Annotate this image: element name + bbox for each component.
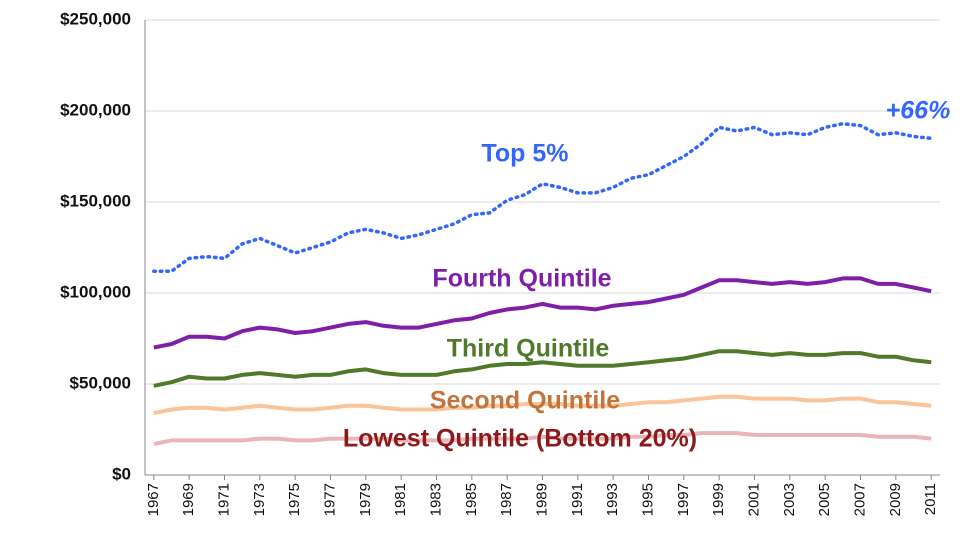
x-tick-label: 1991 [569,483,586,516]
series-line [153,431,932,447]
x-tick-label: 1993 [604,483,621,516]
x-tick-label: 1973 [251,483,268,516]
x-tick-label: 2003 [781,483,798,516]
x-tick-label: 1981 [392,483,409,516]
x-tick-label: 1987 [498,483,515,516]
x-tick-label: 1997 [675,483,692,516]
annotation: +66% [886,97,951,125]
x-tick-label: 2005 [816,483,833,516]
y-tick-label: $50,000 [70,373,131,392]
x-tick-label: 1985 [463,483,480,516]
y-tick-label: $250,000 [60,9,131,28]
series-label: Fourth Quintile [432,265,611,293]
x-tick-label: 1971 [215,483,232,516]
series-label: Second Quintile [430,387,620,415]
x-tick-label: 2009 [887,483,904,516]
x-tick-label: 1967 [145,483,162,516]
series-label: Lowest Quintile (Bottom 20%) [343,425,697,453]
series-line [153,349,932,388]
y-tick-label: $0 [112,464,131,483]
y-tick-label: $150,000 [60,191,131,210]
x-tick-label: 1969 [180,483,197,516]
series-line [153,276,932,350]
x-tick-label: 1975 [286,483,303,516]
x-tick-label: 2001 [745,483,762,516]
x-tick-label: 1995 [639,483,656,516]
x-tick-label: 1999 [710,483,727,516]
series-label: Top 5% [481,140,568,168]
series-label: Third Quintile [447,335,610,363]
x-tick-label: 1977 [321,483,338,516]
series-line [152,121,933,273]
y-tick-label: $100,000 [60,282,131,301]
x-tick-label: 2011 [922,483,939,515]
series-line [153,394,932,416]
x-tick-label: 1979 [357,483,374,516]
x-tick-label: 2007 [851,483,868,516]
x-tick-label: 1983 [427,483,444,516]
x-tick-label: 1989 [533,483,550,516]
y-tick-label: $200,000 [60,100,131,119]
